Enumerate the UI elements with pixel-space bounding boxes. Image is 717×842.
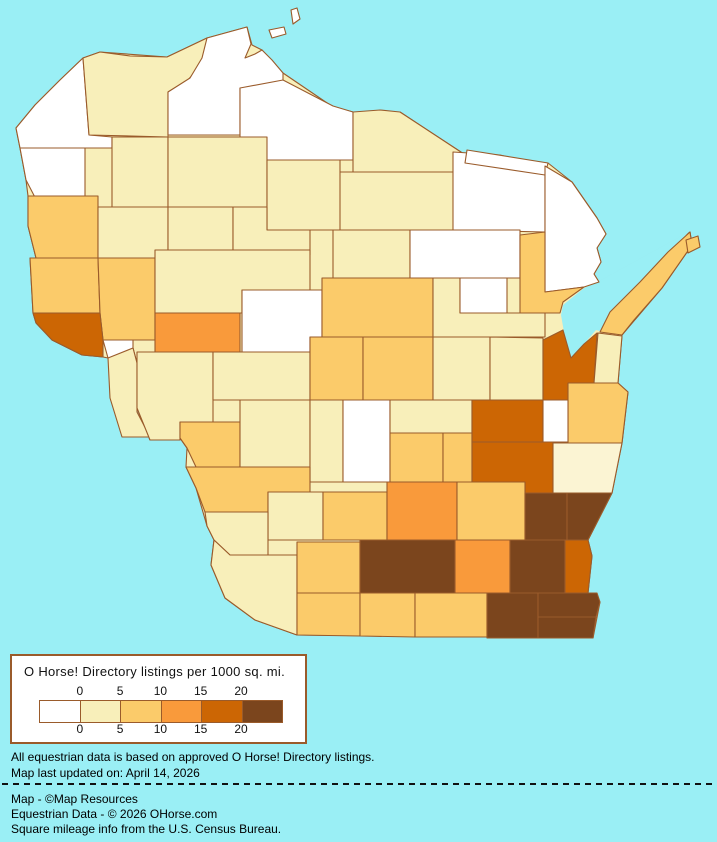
legend-swatch-3: [161, 701, 202, 722]
county-racine: [537, 592, 601, 618]
legend-tick: 10: [153, 684, 168, 698]
county-jackson: [212, 351, 311, 401]
county-greenlake: [442, 432, 473, 483]
data-source-note: All equestrian data is based on approved…: [11, 750, 375, 764]
legend-tick: 20: [234, 684, 248, 698]
legend-swatch-1: [80, 701, 121, 722]
legend-swatch-2: [121, 701, 162, 722]
legend-ticks-top: 0 5 10 15 20: [12, 684, 305, 698]
county-pierce: [32, 312, 104, 358]
county-door: [599, 231, 693, 336]
last-updated-note: Map last updated on: April 14, 2026: [11, 766, 200, 780]
county-walworth: [486, 592, 539, 639]
county-adams: [342, 399, 391, 483]
county-juneau: [309, 399, 344, 483]
legend-box: O Horse! Directory listings per 1000 sq.…: [10, 654, 307, 744]
county-marathon: [321, 277, 434, 338]
legend-color-ramp: [39, 700, 283, 723]
county-lafayette: [296, 592, 361, 637]
county-oneida: [332, 171, 468, 231]
county-waukesha: [509, 539, 566, 594]
county-price: [266, 159, 341, 231]
legend-tick: 5: [116, 684, 124, 698]
county-polk: [27, 195, 99, 259]
county-marinette: [544, 165, 607, 293]
county-jefferson: [454, 539, 511, 594]
county-stcroix: [29, 257, 101, 314]
county-washington: [524, 492, 568, 541]
county-waupaca: [432, 336, 491, 401]
county-apostle-island-2: [268, 26, 287, 39]
legend-tick: 15: [194, 684, 208, 698]
legend-swatch-0: [40, 701, 81, 722]
county-apostle-island-1: [290, 7, 301, 25]
county-oconto: [519, 231, 585, 314]
county-dodge: [456, 481, 526, 541]
county-lincoln: [332, 229, 411, 279]
county-columbia: [386, 481, 458, 541]
legend-tick: 0: [76, 684, 84, 698]
county-outagamie: [489, 336, 544, 401]
county-dunn: [97, 257, 156, 341]
legend-title: O Horse! Directory listings per 1000 sq.…: [24, 664, 286, 679]
county-rusk: [167, 206, 234, 256]
county-waushara: [389, 399, 473, 434]
county-grant: [210, 539, 298, 636]
legend-tick: 0: [76, 722, 84, 736]
county-sheboygan: [552, 442, 623, 494]
legend-tick: 5: [116, 722, 124, 736]
county-rock: [414, 592, 488, 638]
county-washburn: [111, 136, 169, 208]
county-kewaunee: [593, 332, 623, 384]
county-winnebago: [471, 399, 544, 443]
county-washington-island: [685, 235, 701, 254]
legend-tick: 15: [194, 722, 208, 736]
data-credit: Equestrian Data - © 2026 OHorse.com: [11, 807, 218, 821]
county-monroe: [239, 399, 311, 468]
county-kenosha: [537, 616, 597, 639]
legend-swatch-5: [242, 701, 282, 722]
county-dane: [359, 539, 456, 594]
county-milwaukee: [564, 539, 593, 594]
legend-swatch-4: [202, 701, 243, 722]
dashed-separator: [2, 783, 715, 785]
county-wood: [309, 336, 364, 401]
legend-tick: 10: [153, 722, 168, 736]
legend-tick: 20: [234, 722, 248, 736]
county-portage: [362, 336, 434, 401]
legend-ticks-bottom: 0 5 10 15 20: [12, 722, 305, 736]
county-sawyer: [167, 136, 268, 208]
county-calumet: [542, 399, 569, 443]
county-eauclaire: [154, 312, 241, 353]
county-menominee: [459, 277, 508, 314]
county-richland: [267, 491, 324, 541]
census-credit: Square mileage info from the U.S. Census…: [11, 822, 282, 836]
county-green: [359, 592, 416, 638]
county-sauk: [322, 491, 388, 541]
county-langlade: [409, 229, 521, 279]
county-marquette: [389, 432, 444, 483]
county-iowa: [296, 541, 361, 594]
county-ozaukee: [566, 492, 613, 541]
county-manitowoc: [567, 382, 629, 444]
map-credit: Map - ©Map Resources: [11, 792, 138, 806]
